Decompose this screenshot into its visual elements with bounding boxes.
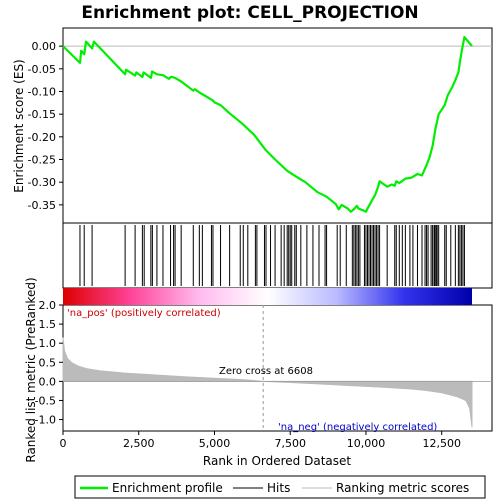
- enrichment-profile-line: [62, 35, 473, 213]
- x-tick-label: 5,000: [199, 437, 231, 450]
- metric-y-tick-label: -0.5: [35, 394, 56, 407]
- legend-label-metric: Ranking metric scores: [336, 481, 469, 495]
- chart-title: Enrichment plot: CELL_PROJECTION: [81, 3, 418, 23]
- x-axis-label: Rank in Ordered Dataset: [203, 454, 351, 468]
- legend: Enrichment profile Hits Ranking metric s…: [74, 475, 486, 499]
- x-tick-label: 7,500: [274, 437, 306, 450]
- neg-annotation: 'na_neg' (negatively correlated): [278, 422, 437, 433]
- es-y-tick-label: -0.15: [28, 108, 56, 121]
- legend-label-hits: Hits: [267, 481, 290, 495]
- metric-y-tick-label: 1.5: [39, 318, 57, 331]
- hits-group: [79, 225, 465, 286]
- x-ticks-group: 0 2,500 5,000 7,500 10,000 12,500: [60, 431, 461, 450]
- metric-y-ticks-group: 2.0 1.5 1.0 0.5 0.0 -0.5 -1.0: [35, 299, 63, 427]
- es-y-tick-label: -0.10: [28, 85, 56, 98]
- metric-y-axis-label: Ranked list metric (PreRanked): [24, 277, 38, 462]
- es-y-tick-label: -0.30: [28, 176, 56, 189]
- es-y-tick-label: -0.05: [28, 63, 56, 76]
- x-tick-label: 0: [60, 437, 67, 450]
- es-y-tick-label: -0.35: [28, 199, 56, 212]
- metric-y-tick-label: -1.0: [35, 414, 56, 427]
- x-tick-label: 2,500: [123, 437, 155, 450]
- es-y-axis-label: Enrichment score (ES): [12, 59, 26, 192]
- es-y-tick-label: -0.20: [28, 131, 56, 144]
- enrichment-profile-group: [62, 35, 473, 213]
- es-y-ticks-group: 0.00 -0.05 -0.10 -0.15 -0.20 -0.25 -0.30 -0.35: [28, 40, 63, 212]
- x-tick-label: 10,000: [347, 437, 386, 450]
- rank-colorbar-group: [63, 288, 472, 305]
- metric-y-tick-label: 0.0: [39, 375, 57, 388]
- legend-label-enrichment: Enrichment profile: [112, 481, 223, 495]
- metric-y-tick-label: 2.0: [39, 299, 57, 312]
- ranking-metric-area: [62, 337, 473, 428]
- zero-cross-annotation: Zero cross at 6608: [219, 366, 313, 377]
- x-tick-label: 12,500: [422, 437, 461, 450]
- metric-area-group: [62, 305, 492, 431]
- metric-y-tick-label: 0.5: [39, 356, 57, 369]
- es-y-tick-label: -0.25: [28, 154, 56, 167]
- legend-box: [74, 475, 486, 499]
- pos-annotation: 'na_pos' (positively correlated): [67, 308, 221, 319]
- metric-y-tick-label: 1.0: [39, 337, 57, 350]
- es-panel-frame: [62, 27, 493, 224]
- rank-colorbar: [63, 288, 472, 305]
- es-y-tick-label: 0.00: [32, 40, 57, 53]
